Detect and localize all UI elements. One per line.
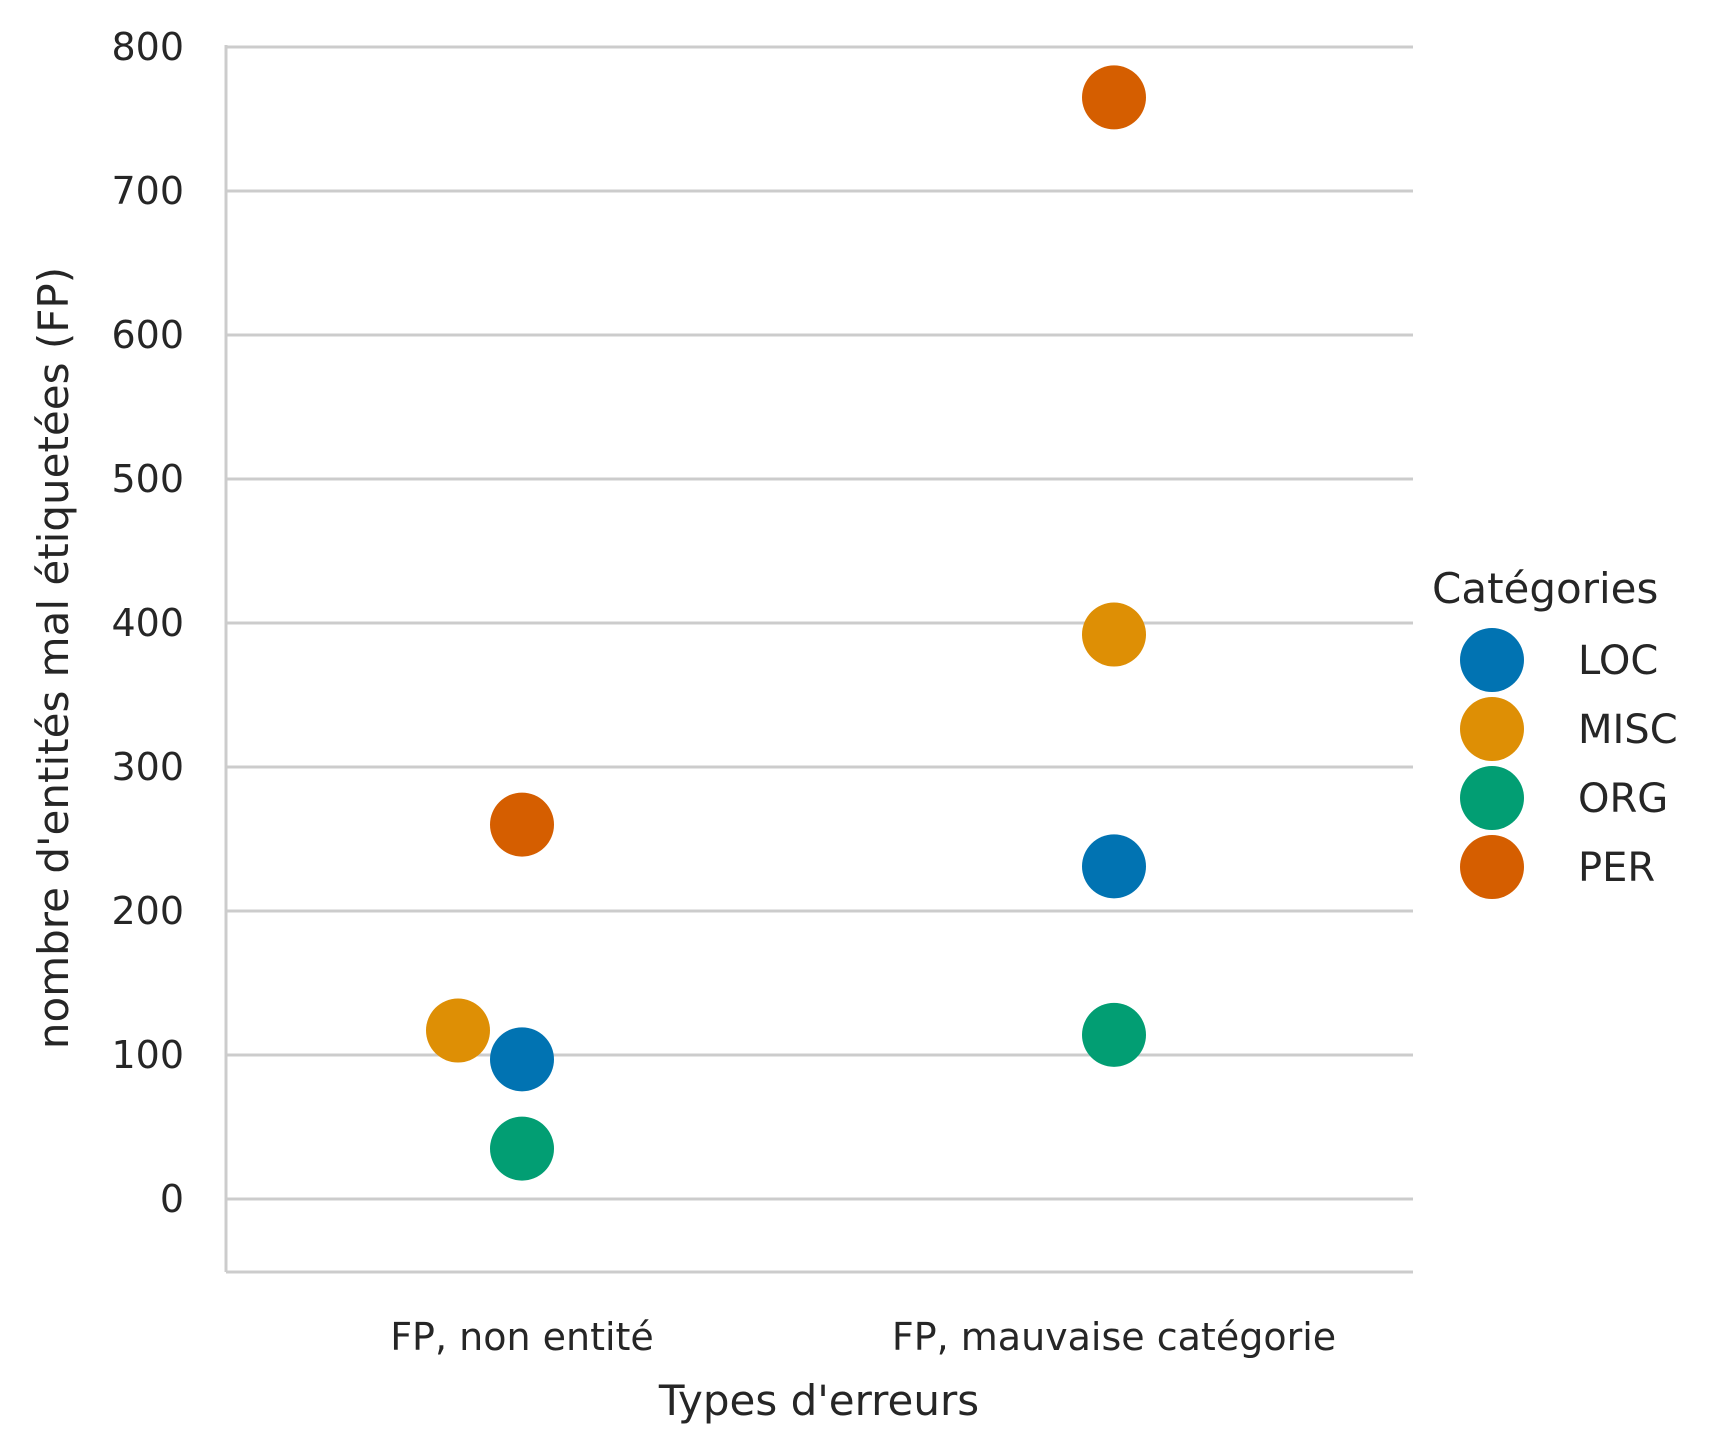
y-tick-label: 400 [111,601,184,645]
data-point-per [490,792,554,857]
y-tick-label: 600 [111,313,184,357]
data-points [426,65,1146,1181]
axes [224,45,1413,1274]
x-axis-label: Types d'erreurs [658,1376,979,1425]
x-tick-label: FP, mauvaise catégorie [892,1315,1336,1359]
x-tick-labels: FP, non entité FP, mauvaise catégorie [390,1315,1336,1359]
y-tick-label: 500 [111,457,184,501]
legend-label-loc: LOC [1578,638,1658,684]
legend-marker-misc [1460,697,1524,761]
legend-label-misc: MISC [1578,707,1678,753]
y-axis-label: nombre d'entités mal étiquetées (FP) [29,267,78,1049]
data-point-misc [1082,602,1146,667]
legend-marker-org [1460,766,1524,830]
y-tick-label: 300 [111,745,184,789]
legend-marker-per [1460,835,1524,899]
x-tick-label: FP, non entité [390,1315,654,1359]
data-point-org [1082,1002,1146,1067]
y-tick-label: 800 [111,25,184,69]
legend-label-per: PER [1578,845,1655,891]
legend-title: Catégories [1432,564,1658,613]
legend-label-org: ORG [1578,776,1668,822]
y-tick-label: 700 [111,169,184,213]
data-point-per [1082,65,1146,130]
y-tick-label: 200 [111,889,184,933]
y-tick-label: 0 [160,1177,184,1221]
data-point-loc [1082,834,1146,899]
grid-lines [226,45,1413,1201]
legend-marker-loc [1460,628,1524,692]
data-point-org [490,1116,554,1181]
y-tick-labels: 0 100 200 300 400 500 600 700 800 [111,25,184,1221]
y-tick-label: 100 [111,1033,184,1077]
data-point-misc [426,998,490,1063]
data-point-loc [490,1027,554,1092]
legend: Catégories LOC MISC ORG PER [1432,564,1678,899]
